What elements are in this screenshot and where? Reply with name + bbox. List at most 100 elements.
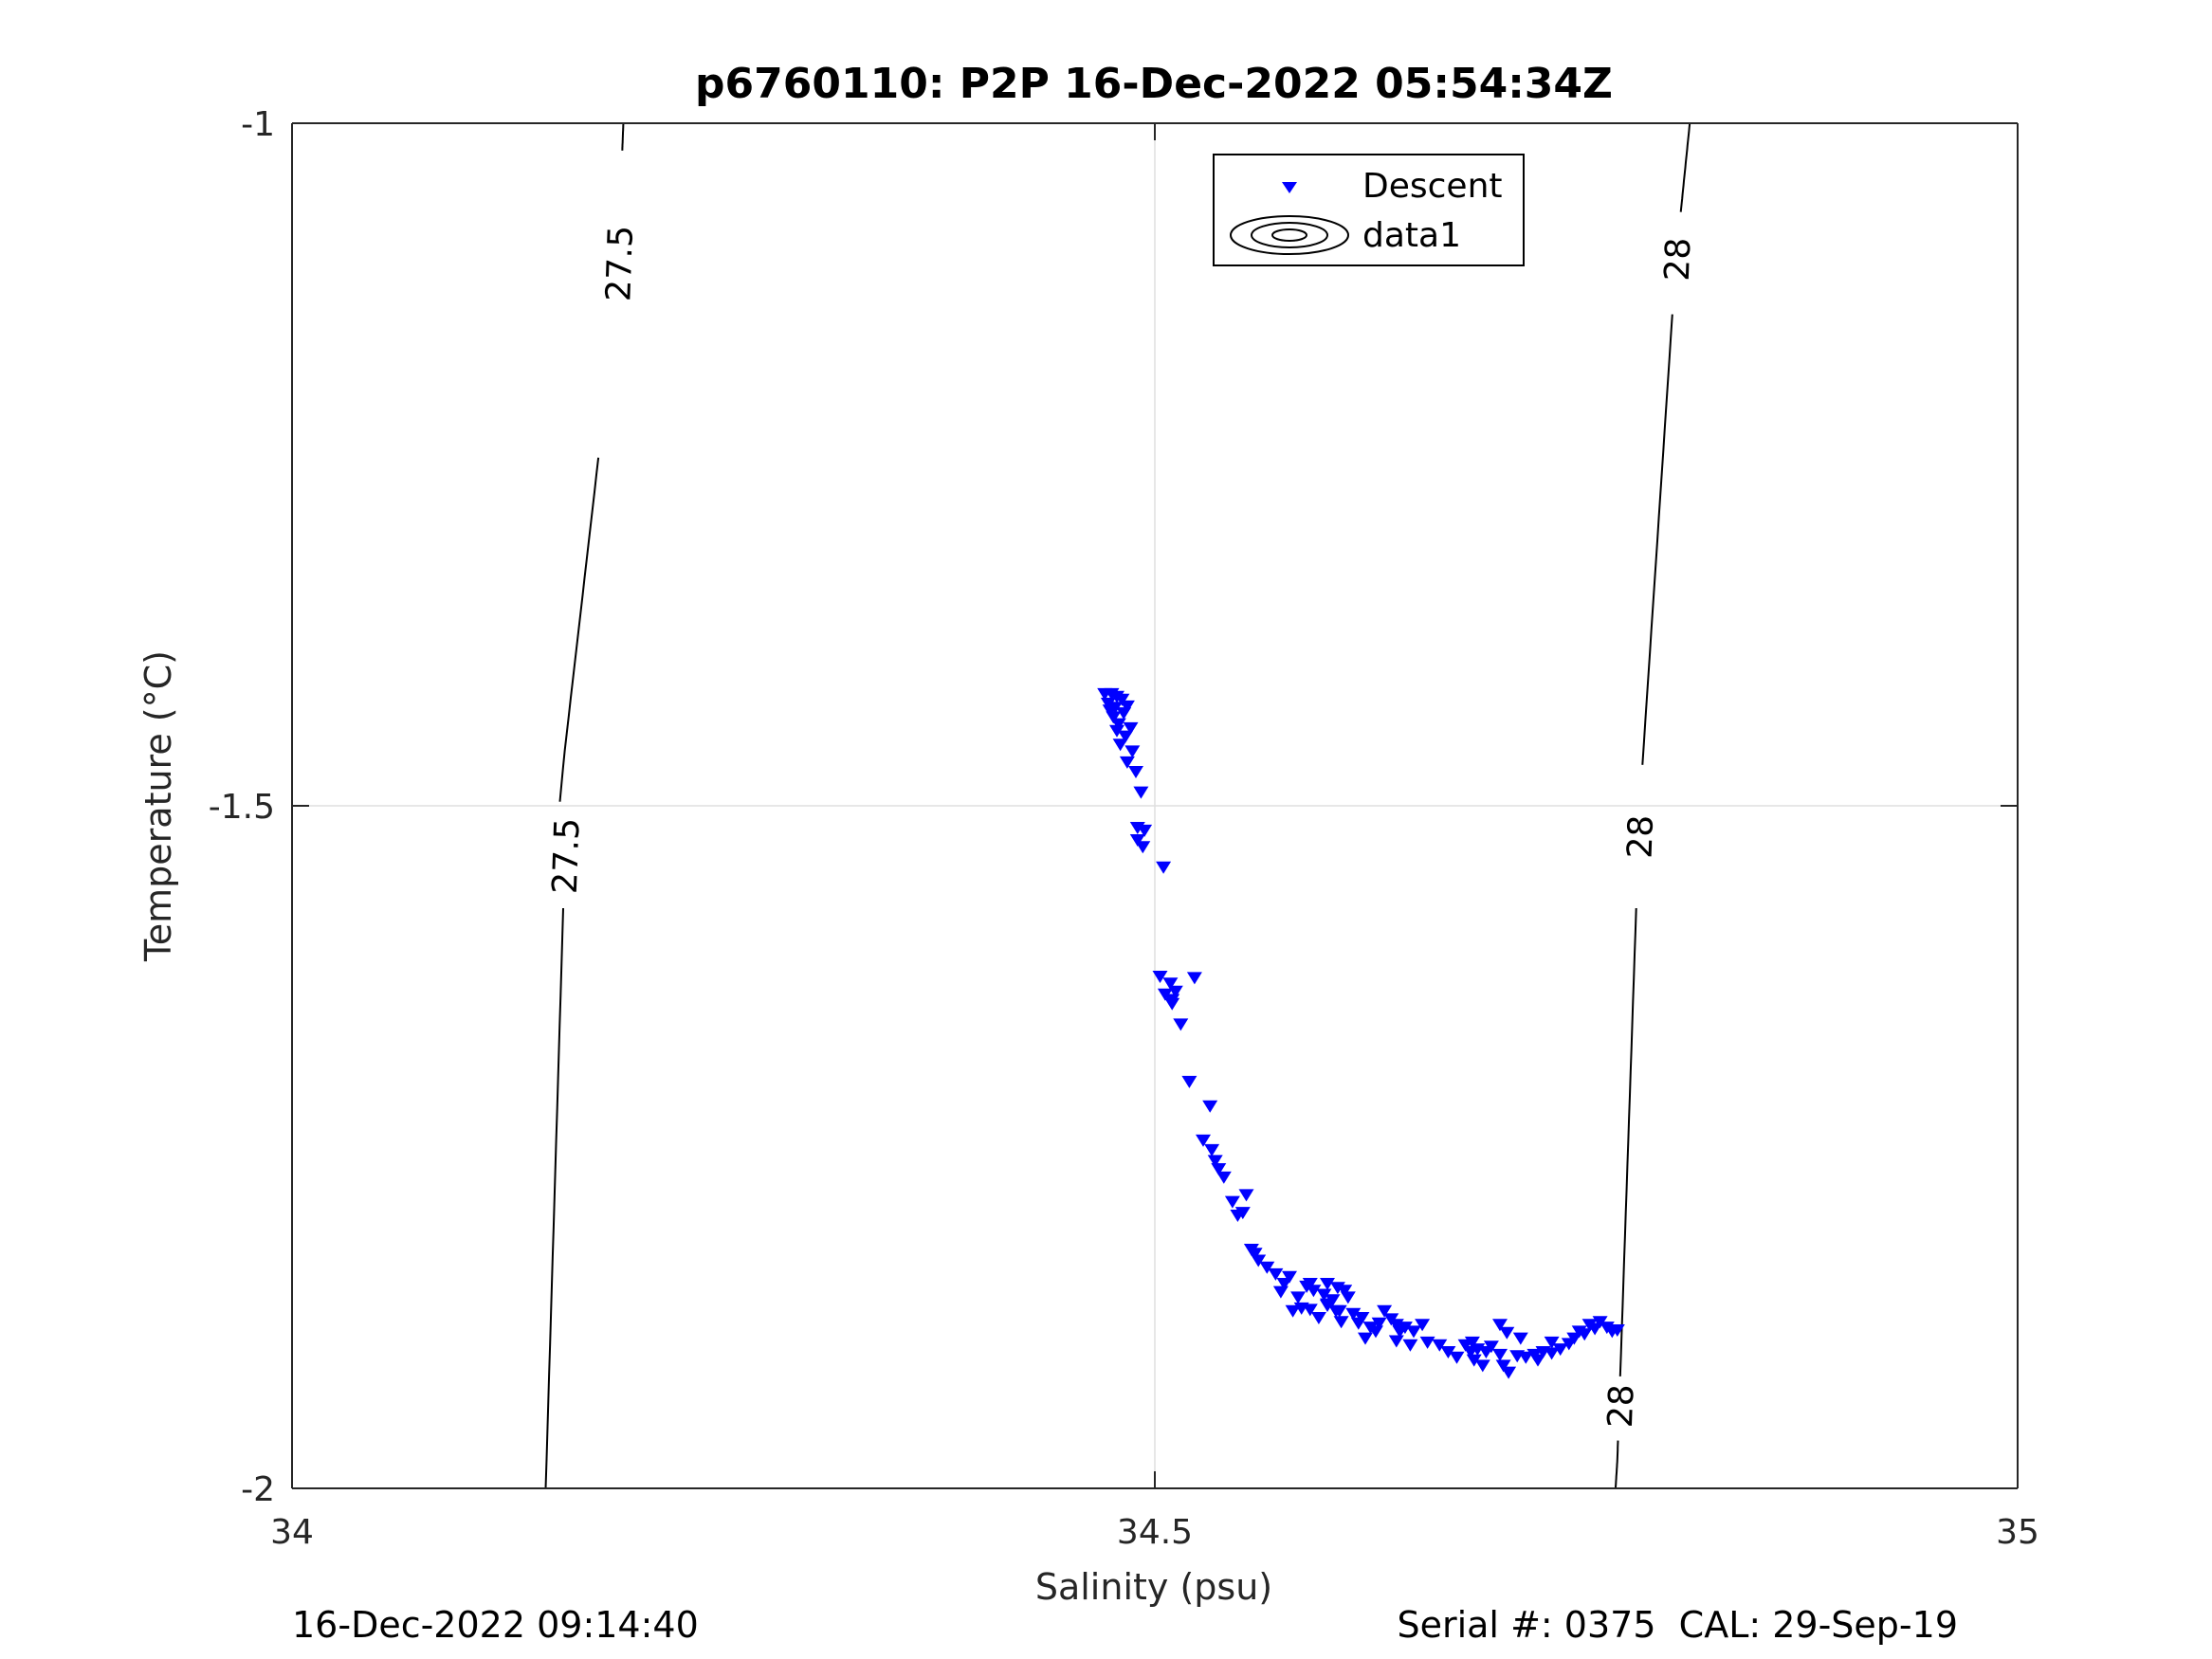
descent-point (1302, 1304, 1318, 1317)
isopycnal-label: 28 (1658, 237, 1699, 282)
descent-point (1186, 972, 1202, 985)
y-tick-label: -2 (241, 1470, 275, 1509)
grid-layer (291, 122, 2019, 1489)
descent-point (1377, 1304, 1393, 1318)
contour-layer: 27.5 27.5 28 28 28 (544, 122, 1699, 1489)
descent-point (1123, 721, 1139, 735)
descent-point (1211, 1163, 1227, 1176)
descent-point (1238, 1189, 1254, 1202)
descent-point (1119, 756, 1135, 769)
descent-point (1196, 1134, 1211, 1147)
descent-point (1402, 1339, 1418, 1352)
descent-point (1282, 1270, 1297, 1284)
isopycnal-27-5 (558, 457, 600, 802)
descent-point (1419, 1336, 1435, 1349)
descent-point (1483, 1340, 1499, 1354)
axes (291, 122, 2019, 1489)
descent-point (1466, 1354, 1482, 1367)
descent-point (1474, 1359, 1490, 1373)
descent-point (1100, 698, 1116, 710)
descent-point (1492, 1319, 1508, 1332)
descent-point (1118, 730, 1134, 743)
legend-box (1213, 154, 1525, 266)
descent-point (1340, 1291, 1356, 1304)
descent-point (1302, 1278, 1318, 1290)
isopycnal-28 (1641, 314, 1673, 765)
descent-point (1333, 1316, 1349, 1329)
descent-point (1306, 1285, 1322, 1298)
descent-point (1492, 1348, 1508, 1361)
descent-point (1251, 1254, 1267, 1267)
descent-point (1552, 1343, 1568, 1357)
descent-point (1106, 711, 1122, 724)
descent-point (1156, 861, 1172, 874)
descent-point (1230, 1210, 1246, 1222)
chart-title: p6760110: P2P 16-Dec-2022 05:54:34Z (695, 60, 1613, 108)
isopycnal-label: 27.5 (546, 817, 588, 895)
tick-labels: 34 34.5 35 -2 -1.5 -1 (209, 105, 2039, 1552)
descent-point (1518, 1351, 1534, 1364)
descent-point (1358, 1332, 1373, 1345)
descent-point (1102, 704, 1118, 718)
descent-point (1268, 1267, 1284, 1281)
descent-point (1415, 1319, 1431, 1332)
isopycnal-27-5 (544, 907, 564, 1489)
descent-point (1133, 786, 1149, 799)
descent-markers (1097, 687, 1625, 1379)
descent-point (1499, 1326, 1515, 1340)
isopycnal-28 (1614, 1440, 1619, 1489)
descent-point (1202, 1100, 1218, 1113)
descent-point (1110, 718, 1126, 731)
y-axis-label: Temperature (°C) (137, 650, 179, 962)
descent-point (1216, 1171, 1232, 1184)
descent-point (1371, 1317, 1387, 1330)
legend-contour-icon (1230, 215, 1349, 255)
descent-point (1290, 1291, 1307, 1304)
descent-point (1397, 1322, 1413, 1335)
descent-point (1207, 1155, 1223, 1168)
descent-point (1544, 1336, 1560, 1349)
isopycnal-27-5 (621, 123, 625, 151)
isopycnal-label: 27.5 (599, 225, 641, 302)
descent-point (1124, 745, 1141, 758)
descent-point (1337, 1285, 1353, 1298)
descent-point (1173, 1018, 1189, 1031)
descent-point (1162, 977, 1179, 991)
descent-point (1285, 1304, 1301, 1318)
descent-point (1135, 841, 1151, 854)
descent-point (1204, 1143, 1220, 1157)
descent-point (1114, 693, 1130, 706)
footer-timestamp: 16-Dec-2022 09:14:40 (292, 1604, 699, 1646)
footer-serial-cal: Serial #: 0375 CAL: 29-Sep-19 (1397, 1604, 1958, 1646)
descent-point (1464, 1336, 1480, 1349)
descent-point (1129, 834, 1145, 847)
descent-point (1512, 1332, 1528, 1345)
descent-point (1316, 1288, 1332, 1302)
x-tick-label: 34.5 (1117, 1513, 1193, 1552)
isopycnal-label: 28 (1621, 814, 1662, 859)
descent-point (1440, 1346, 1456, 1358)
legend: Descent data1 (1213, 154, 1525, 266)
descent-point (1272, 1285, 1289, 1299)
descent-point (1247, 1248, 1263, 1261)
descent-point (1119, 700, 1135, 713)
x-axis-label: Salinity (psu) (1035, 1566, 1272, 1608)
y-tick-label: -1 (241, 105, 275, 144)
descent-point (1544, 1347, 1560, 1360)
isopycnal-28 (1679, 122, 1691, 212)
descent-point (1109, 724, 1124, 738)
descent-point (1320, 1278, 1335, 1290)
legend-data1-label: data1 (1362, 216, 1461, 255)
descent-point (1164, 994, 1180, 1007)
descent-point (1331, 1304, 1347, 1318)
descent-point (1181, 1075, 1197, 1088)
x-tick-label: 35 (1996, 1513, 2039, 1552)
descent-point (1449, 1351, 1465, 1364)
descent-point (1432, 1339, 1448, 1352)
descent-point (1112, 738, 1128, 752)
descent-point (1128, 766, 1143, 778)
descent-point (1530, 1354, 1545, 1367)
descent-point (1609, 1324, 1625, 1337)
legend-descent-label: Descent (1362, 167, 1503, 206)
